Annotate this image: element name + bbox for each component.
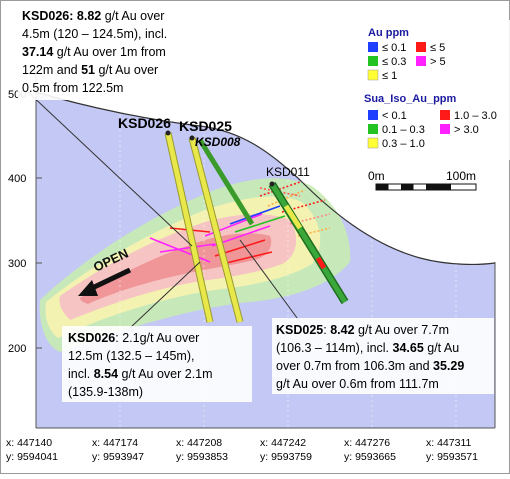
svg-text:1.0 – 3.0: 1.0 – 3.0 bbox=[454, 110, 497, 122]
callout-top: KSD026: 8.82 g/t Au over 4.5m (120 – 124… bbox=[18, 2, 218, 100]
svg-text:≤ 1: ≤ 1 bbox=[382, 70, 397, 82]
svg-text:12.5m (132.5 – 145m),: 12.5m (132.5 – 145m), bbox=[68, 349, 194, 363]
svg-text:x: 447174: x: 447174 bbox=[92, 437, 138, 449]
collar-ksd025 bbox=[189, 135, 195, 141]
tick-400: 400 bbox=[8, 173, 26, 185]
tick-200: 200 bbox=[8, 343, 26, 355]
tick-300: 300 bbox=[8, 258, 26, 270]
svg-text:≤ 0.1: ≤ 0.1 bbox=[382, 42, 406, 54]
svg-text:122m and 51 g/t Au over: 122m and 51 g/t Au over bbox=[22, 63, 158, 77]
legend: Au ppm ≤ 0.1 ≤ 5 ≤ 0.3 > 5 ≤ 1 Sua_Iso_A… bbox=[360, 20, 510, 160]
scale-bar: 0m 100m bbox=[368, 169, 477, 191]
svg-text:y: 9593947: y: 9593947 bbox=[92, 451, 144, 463]
label-ksd026: KSD026 bbox=[118, 115, 171, 131]
svg-text:(135.9-138m): (135.9-138m) bbox=[68, 385, 143, 399]
svg-text:0.5m from 122.5m: 0.5m from 122.5m bbox=[22, 81, 123, 95]
topography-line bbox=[35, 91, 496, 265]
label-ksd008: KSD008 bbox=[195, 135, 241, 149]
svg-text:x: 447140: x: 447140 bbox=[6, 437, 52, 449]
svg-text:37.14 g/t Au over 1m from: 37.14 g/t Au over 1m from bbox=[22, 45, 166, 59]
svg-text:0m: 0m bbox=[368, 169, 385, 183]
svg-text:100m: 100m bbox=[446, 169, 476, 183]
svg-text:g/t Au over 0.6m from 111.7m: g/t Au over 0.6m from 111.7m bbox=[276, 377, 439, 391]
svg-text:< 0.1: < 0.1 bbox=[382, 110, 407, 122]
collar-ksd011 bbox=[269, 181, 275, 187]
svg-text:x: 447276: x: 447276 bbox=[344, 437, 390, 449]
svg-text:0.1 – 0.3: 0.1 – 0.3 bbox=[382, 124, 425, 136]
collar-ksd026 bbox=[165, 130, 171, 136]
svg-text:KSD025: 8.42 g/t Au over 7.7m: KSD025: 8.42 g/t Au over 7.7m bbox=[276, 323, 449, 337]
svg-text:KSD026: 2.1g/t Au over: KSD026: 2.1g/t Au over bbox=[68, 331, 199, 345]
legend-au-title: Au ppm bbox=[368, 27, 409, 39]
svg-text:≤ 5: ≤ 5 bbox=[430, 42, 445, 54]
svg-text:x: 447242: x: 447242 bbox=[260, 437, 306, 449]
svg-text:y: 9593759: y: 9593759 bbox=[260, 451, 312, 463]
svg-text:(106.3 – 114m), incl. 34.65 g/: (106.3 – 114m), incl. 34.65 g/t Au bbox=[276, 341, 459, 355]
callout-bottom-right: KSD025: 8.42 g/t Au over 7.7m (106.3 – 1… bbox=[272, 318, 494, 394]
svg-text:> 3.0: > 3.0 bbox=[454, 124, 479, 136]
drillholes bbox=[164, 130, 349, 323]
coordinate-labels: x: 447140 y: 9594041 x: 447174 y: 959394… bbox=[6, 437, 478, 463]
svg-text:0.3 – 1.0: 0.3 – 1.0 bbox=[382, 138, 425, 150]
svg-text:y: 9593571: y: 9593571 bbox=[426, 451, 478, 463]
svg-text:≤ 0.3: ≤ 0.3 bbox=[382, 56, 406, 68]
svg-text:x: 447208: x: 447208 bbox=[176, 437, 222, 449]
label-ksd011: KSD011 bbox=[266, 165, 310, 179]
svg-text:> 5: > 5 bbox=[430, 56, 446, 68]
svg-text:y: 9593665: y: 9593665 bbox=[344, 451, 396, 463]
label-ksd025: KSD025 bbox=[179, 118, 232, 134]
svg-text:y: 9593853: y: 9593853 bbox=[176, 451, 228, 463]
svg-text:KSD026: 8.82 g/t Au over: KSD026: 8.82 g/t Au over bbox=[22, 9, 164, 23]
svg-text:y: 9594041: y: 9594041 bbox=[6, 451, 58, 463]
svg-text:4.5m (120 – 124.5m), incl.: 4.5m (120 – 124.5m), incl. bbox=[22, 27, 167, 41]
callout-bottom-left: KSD026: 2.1g/t Au over 12.5m (132.5 – 14… bbox=[62, 326, 252, 402]
legend-sua-title: Sua_Iso_Au_ppm bbox=[364, 93, 457, 105]
svg-text:over 0.7m from 106.3m and 35.2: over 0.7m from 106.3m and 35.29 bbox=[276, 359, 464, 373]
leader-lines bbox=[27, 91, 301, 329]
trace-ksd008 bbox=[197, 138, 255, 226]
svg-text:x: 447311: x: 447311 bbox=[426, 437, 472, 449]
svg-text:incl. 8.54 g/t Au over 2.1m: incl. 8.54 g/t Au over 2.1m bbox=[68, 367, 213, 381]
